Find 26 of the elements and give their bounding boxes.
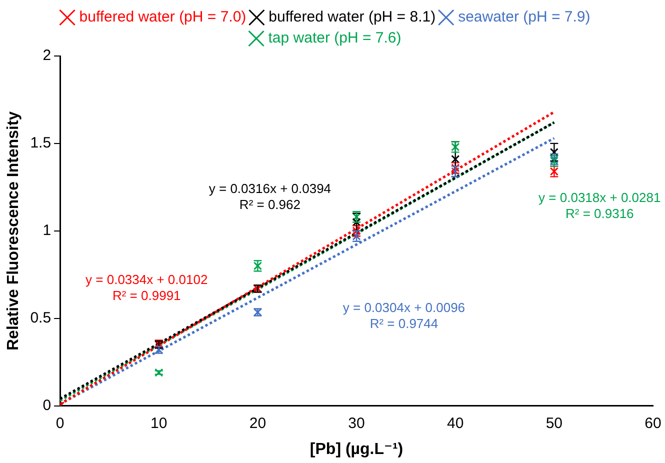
x-tick-label: 50 [546, 414, 563, 432]
y-tick-label: 0 [42, 396, 52, 414]
annotation: y = 0.0304x + 0.0096 R² = 0.9744 [342, 300, 466, 332]
legend-label: seawater (pH = 7.9) [458, 8, 590, 26]
y-axis-title: Relative Fluorescence Intensity [5, 111, 22, 350]
point [154, 368, 164, 377]
point [352, 218, 361, 226]
x-tick-label: 20 [249, 414, 266, 432]
x-tick-label: 0 [56, 414, 64, 432]
legend-label: buffered water (pH = 7.0) [79, 8, 246, 26]
legend-label: buffered water (pH = 8.1) [268, 8, 436, 26]
annotation: y = 0.0316x + 0.0394 R² = 0.962 [208, 181, 332, 212]
annotation: y = 0.0334x + 0.0102 R² = 0.9991 [86, 272, 208, 304]
x-tick-label: 30 [348, 414, 365, 432]
point [550, 148, 558, 156]
y-tick-label: 1 [42, 222, 52, 240]
annotation: y = 0.0318x + 0.0281 R² = 0.9316 [538, 190, 661, 221]
point [451, 154, 460, 164]
x-tick-label: 60 [644, 414, 662, 432]
x-tick-label: 40 [447, 414, 464, 432]
y-tick-label: 2 [42, 47, 52, 64]
y-tick-label: 1.5 [30, 134, 52, 152]
legend-label: tap water (pH = 7.6) [268, 30, 402, 47]
x-tick-label: 10 [150, 414, 168, 432]
x-axis-title: [Pb] (µg.L⁻¹) [310, 440, 404, 458]
y-tick-label: 0.5 [30, 309, 52, 326]
